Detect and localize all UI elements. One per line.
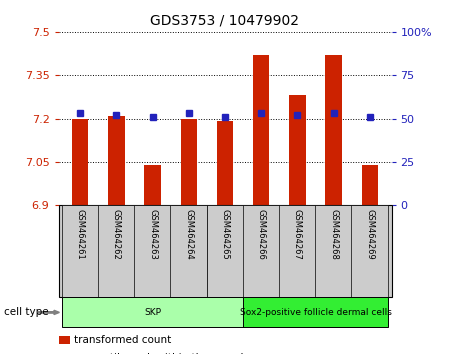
Text: GSM464266: GSM464266 [256,209,266,260]
Text: transformed count: transformed count [74,335,171,345]
Text: SKP: SKP [144,308,161,317]
Bar [144,165,161,205]
Text: GSM464264: GSM464264 [184,209,194,259]
Text: GSM464268: GSM464268 [329,209,338,260]
Text: GSM464263: GSM464263 [148,209,157,260]
Text: GSM464269: GSM464269 [365,209,374,259]
Bar [217,121,233,205]
Bar [108,116,125,205]
Text: cell type: cell type [4,307,49,318]
Text: GSM464265: GSM464265 [220,209,230,259]
Text: percentile rank within the sample: percentile rank within the sample [74,353,250,354]
Title: GDS3753 / 10479902: GDS3753 / 10479902 [150,14,300,28]
Bar [362,165,378,205]
Bar [325,55,342,205]
Text: Sox2-positive follicle dermal cells: Sox2-positive follicle dermal cells [239,308,392,317]
Bar [289,96,306,205]
Text: GSM464267: GSM464267 [293,209,302,260]
Bar [180,119,197,205]
Text: GSM464262: GSM464262 [112,209,121,259]
Text: GSM464261: GSM464261 [76,209,85,259]
Bar [72,119,88,205]
Bar [253,55,270,205]
